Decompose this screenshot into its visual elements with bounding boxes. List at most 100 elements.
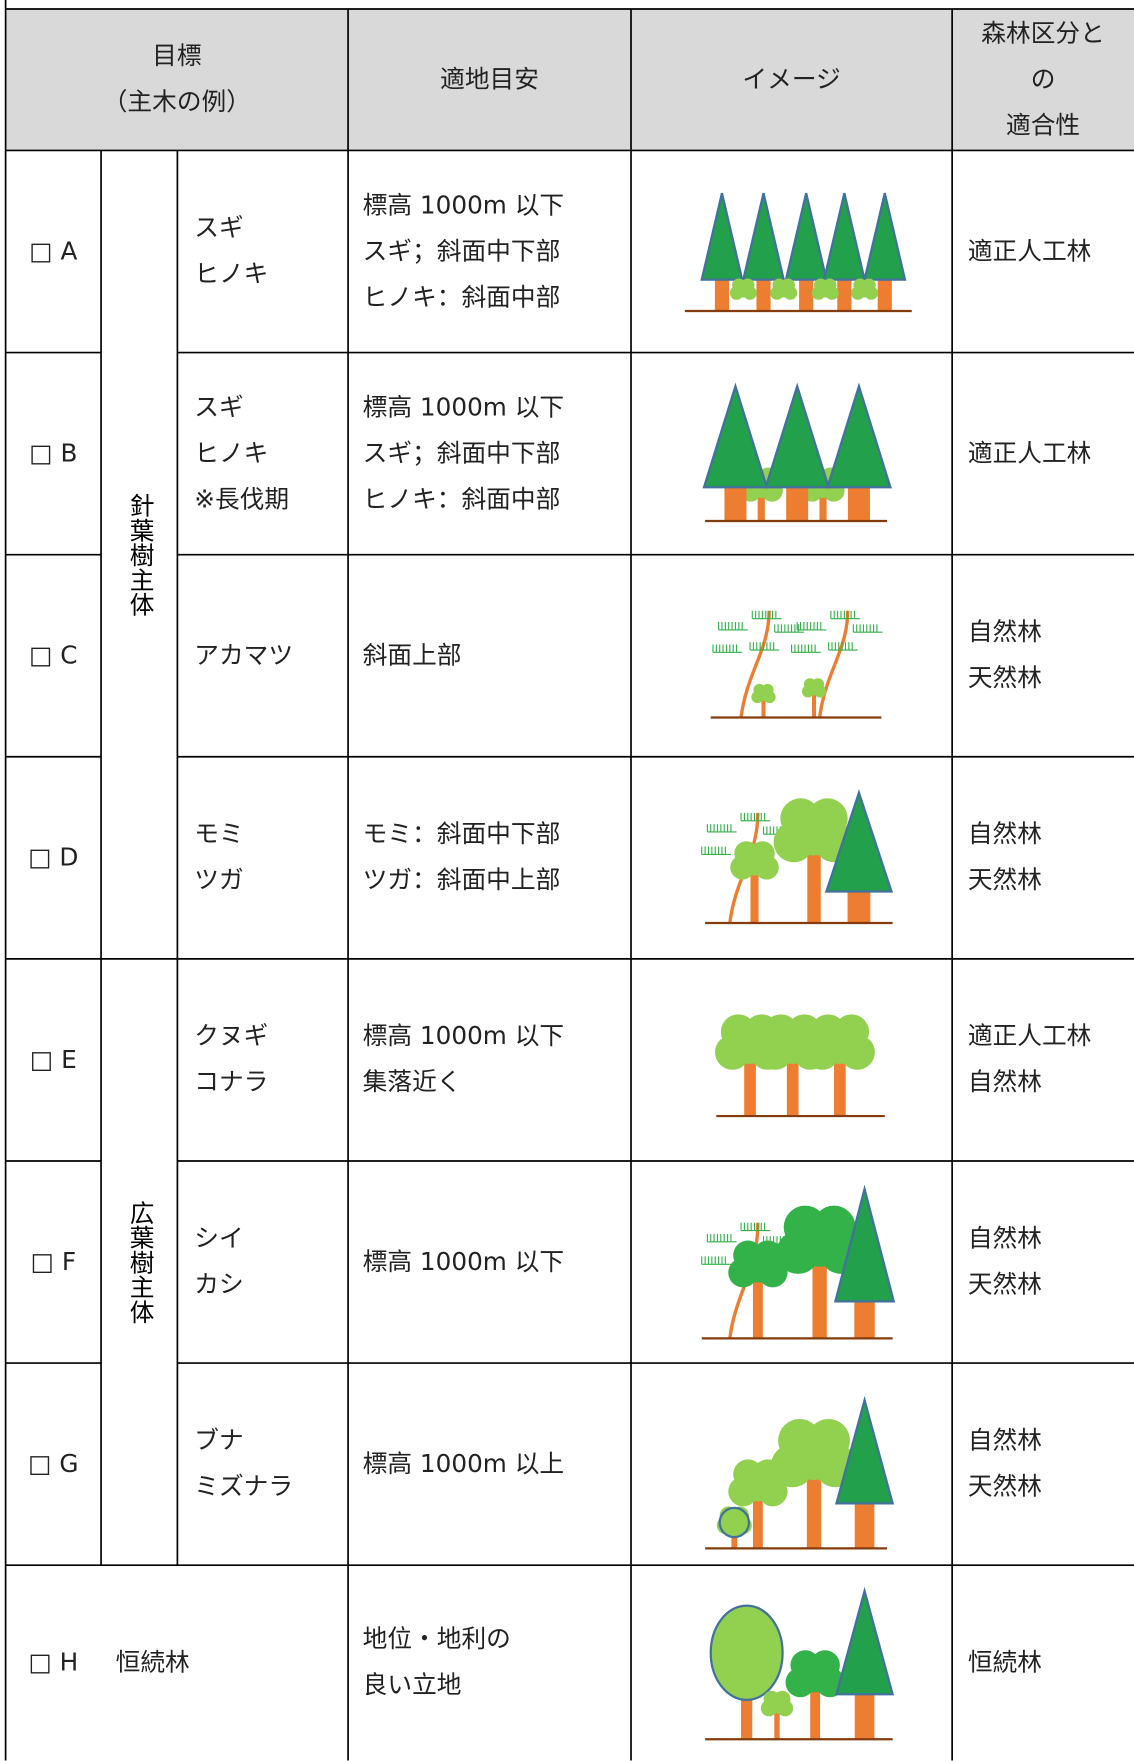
cell-text: モミ：斜面中下部: [362, 820, 561, 849]
foliage: [750, 841, 775, 866]
cell-text: 自然林: [967, 1224, 1042, 1254]
cell-text: アカマツ: [194, 641, 294, 670]
site: 斜面上部: [348, 555, 631, 757]
conifer: [764, 382, 831, 489]
trunk: [812, 689, 817, 718]
cell-text: □ F: [30, 1247, 77, 1277]
cell-text: ツガ：斜面中上部: [362, 866, 561, 895]
cell-text: 標高 1000m 以下: [362, 393, 565, 422]
forest-class: 適正人工林 自然林: [952, 959, 1134, 1161]
foliage: [781, 278, 795, 292]
row-mark: □ G: [6, 1363, 101, 1565]
cell-text: 斜面上部: [362, 641, 462, 670]
foliage: [812, 678, 825, 691]
trunk: [807, 835, 821, 923]
cell-text: 適正人工林: [967, 237, 1092, 266]
row-mark: □ A: [6, 150, 101, 352]
species: モミ ツガ: [177, 757, 348, 959]
cell-text: 自然林: [967, 618, 1042, 647]
species: スギ ヒノキ: [177, 150, 348, 352]
forest-class: 自然林 天然林: [952, 1363, 1134, 1565]
foliage: [709, 1604, 784, 1702]
trunk: [834, 1046, 846, 1117]
conifer: [835, 1586, 895, 1696]
cell-text: 適合性: [1006, 111, 1081, 140]
cell-text: 標高 1000m 以下: [362, 191, 565, 220]
forest-class: 自然林 天然林: [952, 1161, 1134, 1363]
cell-text: 標高 1000m 以下: [362, 1022, 565, 1051]
site: 標高 1000m 以下 スギ；斜面中下部 ヒノキ：斜面中部: [348, 353, 631, 555]
foliage: [810, 1650, 840, 1680]
cell-text: モミ: [194, 820, 244, 849]
conifer: [784, 192, 828, 281]
species: シイ カシ: [177, 1161, 348, 1363]
cell-text: スギ；斜面中下部: [362, 237, 561, 266]
trunk: [752, 1486, 763, 1549]
pine-trunk: [817, 610, 850, 718]
species: アカマツ: [177, 555, 348, 757]
cell-text: □ H: [28, 1648, 79, 1677]
cell-text: 天然林: [967, 1473, 1042, 1502]
cell-text: □ A: [29, 237, 78, 266]
cell-text: 天然林: [967, 1271, 1042, 1300]
forest-class: 適正人工林: [952, 353, 1134, 555]
species: ブナ ミズナラ: [177, 1363, 348, 1565]
foliage: [741, 278, 755, 292]
trunk: [741, 1688, 753, 1740]
cell-text: 森林区分と: [981, 19, 1105, 48]
header-goal: 目標 （主木の例）: [6, 9, 348, 150]
trunk: [750, 863, 759, 923]
foliage: [806, 1418, 850, 1463]
cell-text: 標高 1000m 以下: [362, 1247, 565, 1277]
foliage: [862, 278, 876, 292]
row-mark: □ C: [6, 555, 101, 757]
species: 恒続林: [101, 1565, 348, 1760]
cell-text: ※長伐期: [194, 485, 290, 514]
conifer: [835, 1395, 895, 1505]
trunk: [757, 487, 765, 521]
cell-text: シイ: [194, 1224, 244, 1254]
group-label: 広葉樹主体: [125, 1200, 154, 1324]
row-mark: □ E: [6, 959, 101, 1161]
cell-text: カシ: [194, 1271, 244, 1300]
conifer: [833, 1184, 896, 1303]
cell-text: □ G: [28, 1450, 79, 1479]
cell-text: 自然林: [967, 1068, 1042, 1097]
forest-class: 自然林 天然林: [952, 757, 1134, 959]
trunk: [761, 695, 766, 718]
site: 標高 1000m 以下: [348, 1161, 631, 1363]
forest-class: 恒続林: [952, 1565, 1134, 1760]
site: 地位・地利の 良い立地: [348, 1565, 631, 1760]
conifer: [825, 382, 892, 489]
site: 標高 1000m 以下 スギ；斜面中下部 ヒノキ：斜面中部: [348, 150, 631, 352]
cell-text: スギ；斜面中下部: [362, 439, 561, 468]
site: 標高 1000m 以上: [348, 1363, 631, 1565]
cell-text: 自然林: [967, 1427, 1042, 1456]
row-mark: □ H: [6, 1565, 101, 1760]
cell-text: ツガ: [194, 866, 244, 895]
forest-class: 適正人工林: [952, 150, 1134, 352]
cell-text: ヒノキ：斜面中部: [362, 283, 561, 312]
species: スギ ヒノキ ※長伐期: [177, 353, 348, 555]
site: 標高 1000m 以下 集落近く: [348, 959, 631, 1161]
header-bg: [5, 8, 1134, 151]
cell-text: ヒノキ：斜面中部: [362, 485, 561, 514]
cell-text: 天然林: [967, 866, 1042, 895]
foliage: [834, 1014, 870, 1050]
conifer: [700, 192, 744, 281]
cell-text: 天然林: [967, 664, 1042, 693]
foliage: [823, 278, 837, 292]
conifer: [741, 192, 786, 281]
foliage: [812, 1205, 856, 1249]
cell-text: クヌギ: [194, 1022, 269, 1051]
cell-text: 目標: [152, 42, 202, 71]
foliage: [761, 683, 774, 697]
group-label: 針葉樹主体: [125, 492, 154, 617]
cell-text: イメージ: [742, 65, 841, 94]
site: モミ：斜面中下部 ツガ：斜面中上部: [348, 757, 631, 959]
row-mark: □ D: [6, 757, 101, 959]
trunk: [854, 1683, 875, 1740]
trunk: [819, 487, 827, 521]
